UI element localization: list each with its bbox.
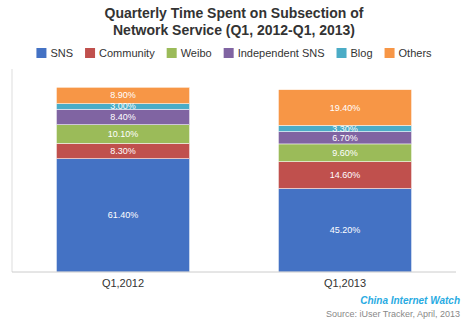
bar-segment bbox=[56, 125, 189, 144]
data-label: 45.20% bbox=[330, 225, 361, 235]
title: Quarterly Time Spent on Subsection of bbox=[105, 5, 364, 21]
legend-swatch bbox=[167, 48, 177, 58]
bar-segment bbox=[278, 189, 411, 272]
legend-label: Weibo bbox=[181, 47, 212, 59]
data-label: 3.00% bbox=[110, 101, 136, 111]
legend-item: Others bbox=[385, 47, 433, 59]
legend-item: Independent SNS bbox=[224, 47, 325, 59]
data-label: 19.40% bbox=[330, 103, 361, 113]
bar-segment bbox=[56, 109, 189, 125]
legend-swatch bbox=[85, 48, 95, 58]
chart: Quarterly Time Spent on Subsection ofNet… bbox=[0, 0, 468, 323]
legend: SNS Community Weibo Independent SNS Blog Othe… bbox=[36, 47, 432, 59]
data-label: 8.30% bbox=[110, 146, 136, 156]
data-label: 8.90% bbox=[110, 90, 136, 100]
data-label: 14.60% bbox=[330, 170, 361, 180]
legend-swatch bbox=[337, 48, 347, 58]
data-label: 8.40% bbox=[110, 112, 136, 122]
legend-label: Independent SNS bbox=[238, 47, 325, 59]
legend-label: Community bbox=[99, 47, 155, 59]
data-label: 61.40% bbox=[108, 210, 139, 220]
bar-segment bbox=[56, 143, 189, 158]
annotation: Source: iUser Tracker, April, 2013 bbox=[326, 309, 460, 319]
legend-label: SNS bbox=[50, 47, 73, 59]
data-label: 9.60% bbox=[332, 148, 358, 158]
legend-swatch bbox=[36, 48, 46, 58]
subtitle: Network Service (Q1, 2012-Q1, 2013) bbox=[113, 22, 355, 38]
bars bbox=[56, 87, 411, 272]
legend-item: Community bbox=[85, 47, 155, 59]
bar-segment bbox=[56, 159, 189, 272]
bar-segment bbox=[278, 162, 411, 189]
legend-item: SNS bbox=[36, 47, 73, 59]
legend-item: Blog bbox=[337, 47, 373, 59]
legend-swatch bbox=[224, 48, 234, 58]
bar-segment bbox=[278, 90, 411, 126]
x-tick-label: Q1,2012 bbox=[102, 277, 144, 289]
legend-label: Blog bbox=[351, 47, 373, 59]
data-label: 10.10% bbox=[108, 129, 139, 139]
x-axis-line bbox=[12, 272, 456, 273]
data-labels: 61.40% 45.20% 8.30% 14.60% 10.10% 9.60% 8.40% 6… bbox=[108, 90, 361, 235]
data-label: 3.30% bbox=[332, 124, 358, 134]
data-label: 6.70% bbox=[332, 133, 358, 143]
x-tick-label: Q1,2013 bbox=[324, 277, 366, 289]
legend-label: Others bbox=[399, 47, 433, 59]
bar-segment bbox=[278, 144, 411, 162]
annotation: China Internet Watch bbox=[360, 295, 460, 306]
legend-swatch bbox=[385, 48, 395, 58]
y-axis-line bbox=[12, 69, 13, 272]
legend-item: Weibo bbox=[167, 47, 212, 59]
